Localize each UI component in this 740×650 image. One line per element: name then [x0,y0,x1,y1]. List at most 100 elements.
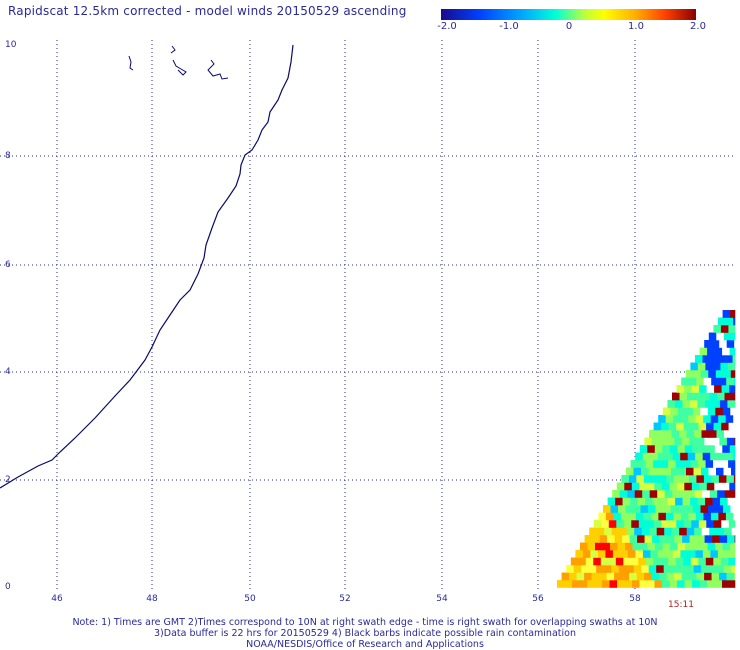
swath-cell [607,535,615,543]
swath-cell [628,475,637,483]
swath-cell [721,520,730,528]
swath-cell [622,535,630,543]
swath-cell [616,482,625,491]
swath-cell [679,490,688,498]
swath-cell [629,572,637,581]
swath-cell [657,550,666,558]
swath-cell [672,490,680,498]
swath-cell [667,400,676,408]
swath-cell [621,475,630,483]
swath-cell [704,572,712,581]
swath-cell [719,400,728,408]
swath-cell [581,565,589,573]
swath-cell [606,572,615,581]
swath-cell [677,580,685,588]
swath-cell [623,557,632,566]
swath-cell [707,445,716,453]
swath-cell [710,512,719,521]
swath-cell [694,527,702,536]
swath-cell [687,392,695,401]
swath-cell [731,527,736,536]
swath-cell [651,572,660,581]
swath-cell [733,317,736,326]
swath-cell [647,580,655,588]
swath-cell [712,400,721,408]
swath-cell [683,557,692,566]
swath-cell [681,572,690,581]
swath-cell [645,497,653,506]
swath-cell [734,340,736,348]
swath-cell [671,565,679,573]
swath-cell [703,415,711,423]
swath-cell [662,542,671,551]
swath-cell [699,580,708,588]
swath-cell [638,557,647,566]
swath-cell [643,475,652,483]
swath-cell [706,520,715,528]
swath-cell [726,340,735,348]
swath-cell [649,490,658,498]
swath-cell [617,580,625,588]
swath-cell [704,535,713,543]
swath-cell [677,407,686,416]
swath-cell [642,550,651,558]
y-tick-label: 10 [5,40,17,50]
swath-cell [655,505,664,513]
swath-cell [703,377,712,386]
swath-cell [715,407,724,416]
swath-cell [582,550,591,558]
swath-cell [655,542,663,551]
swath-cell [564,580,573,588]
swath-cell [699,347,708,356]
swath-cell [653,422,662,431]
swath-cell [630,497,638,506]
swath-cell [674,400,683,408]
swath-cell [620,550,629,558]
swath-cell [733,512,736,521]
swath-cell [622,497,631,506]
swath-cell [614,572,622,581]
swath-cell [664,527,672,536]
swath-cell [727,535,735,543]
swath-cell [679,430,687,438]
swath-cell [711,340,720,348]
swath-cell [689,437,698,446]
swath-cell [688,415,696,423]
swath-cell [599,572,607,581]
swath-cell [681,377,689,386]
swath-cell [723,467,732,476]
swath-cell [733,475,736,483]
swath-cell [612,490,620,498]
swath-cell [652,535,660,543]
swath-cell [733,377,736,386]
swath-cell [630,460,639,468]
x-tick-label: 54 [436,594,448,604]
swath-cell [602,580,610,588]
x-tick-label: 52 [339,594,351,604]
swath-cell [653,520,662,528]
swath-cell [673,512,682,521]
swath-cell [729,347,736,356]
swath-cell [635,512,644,521]
swath-cell [647,445,656,453]
swath-cell [714,385,722,393]
swath-cell [691,482,700,491]
swath-cell [629,535,638,543]
swath-cell [721,482,730,491]
swath-cell [727,400,736,408]
swath-cell [593,520,602,528]
swath-cell [727,362,736,371]
swath-cell [725,317,734,326]
swath-cell [702,550,711,558]
swath-cell [729,482,736,491]
wind-swath [557,310,736,588]
swath-cell [718,512,727,521]
swath-cell [697,535,705,543]
swath-cell [656,527,665,536]
swath-cell [712,535,720,543]
swath-cell [700,505,709,513]
swath-cell [687,452,696,461]
swath-cell [639,580,648,588]
swath-cell [713,520,722,528]
swath-cell [644,572,652,581]
